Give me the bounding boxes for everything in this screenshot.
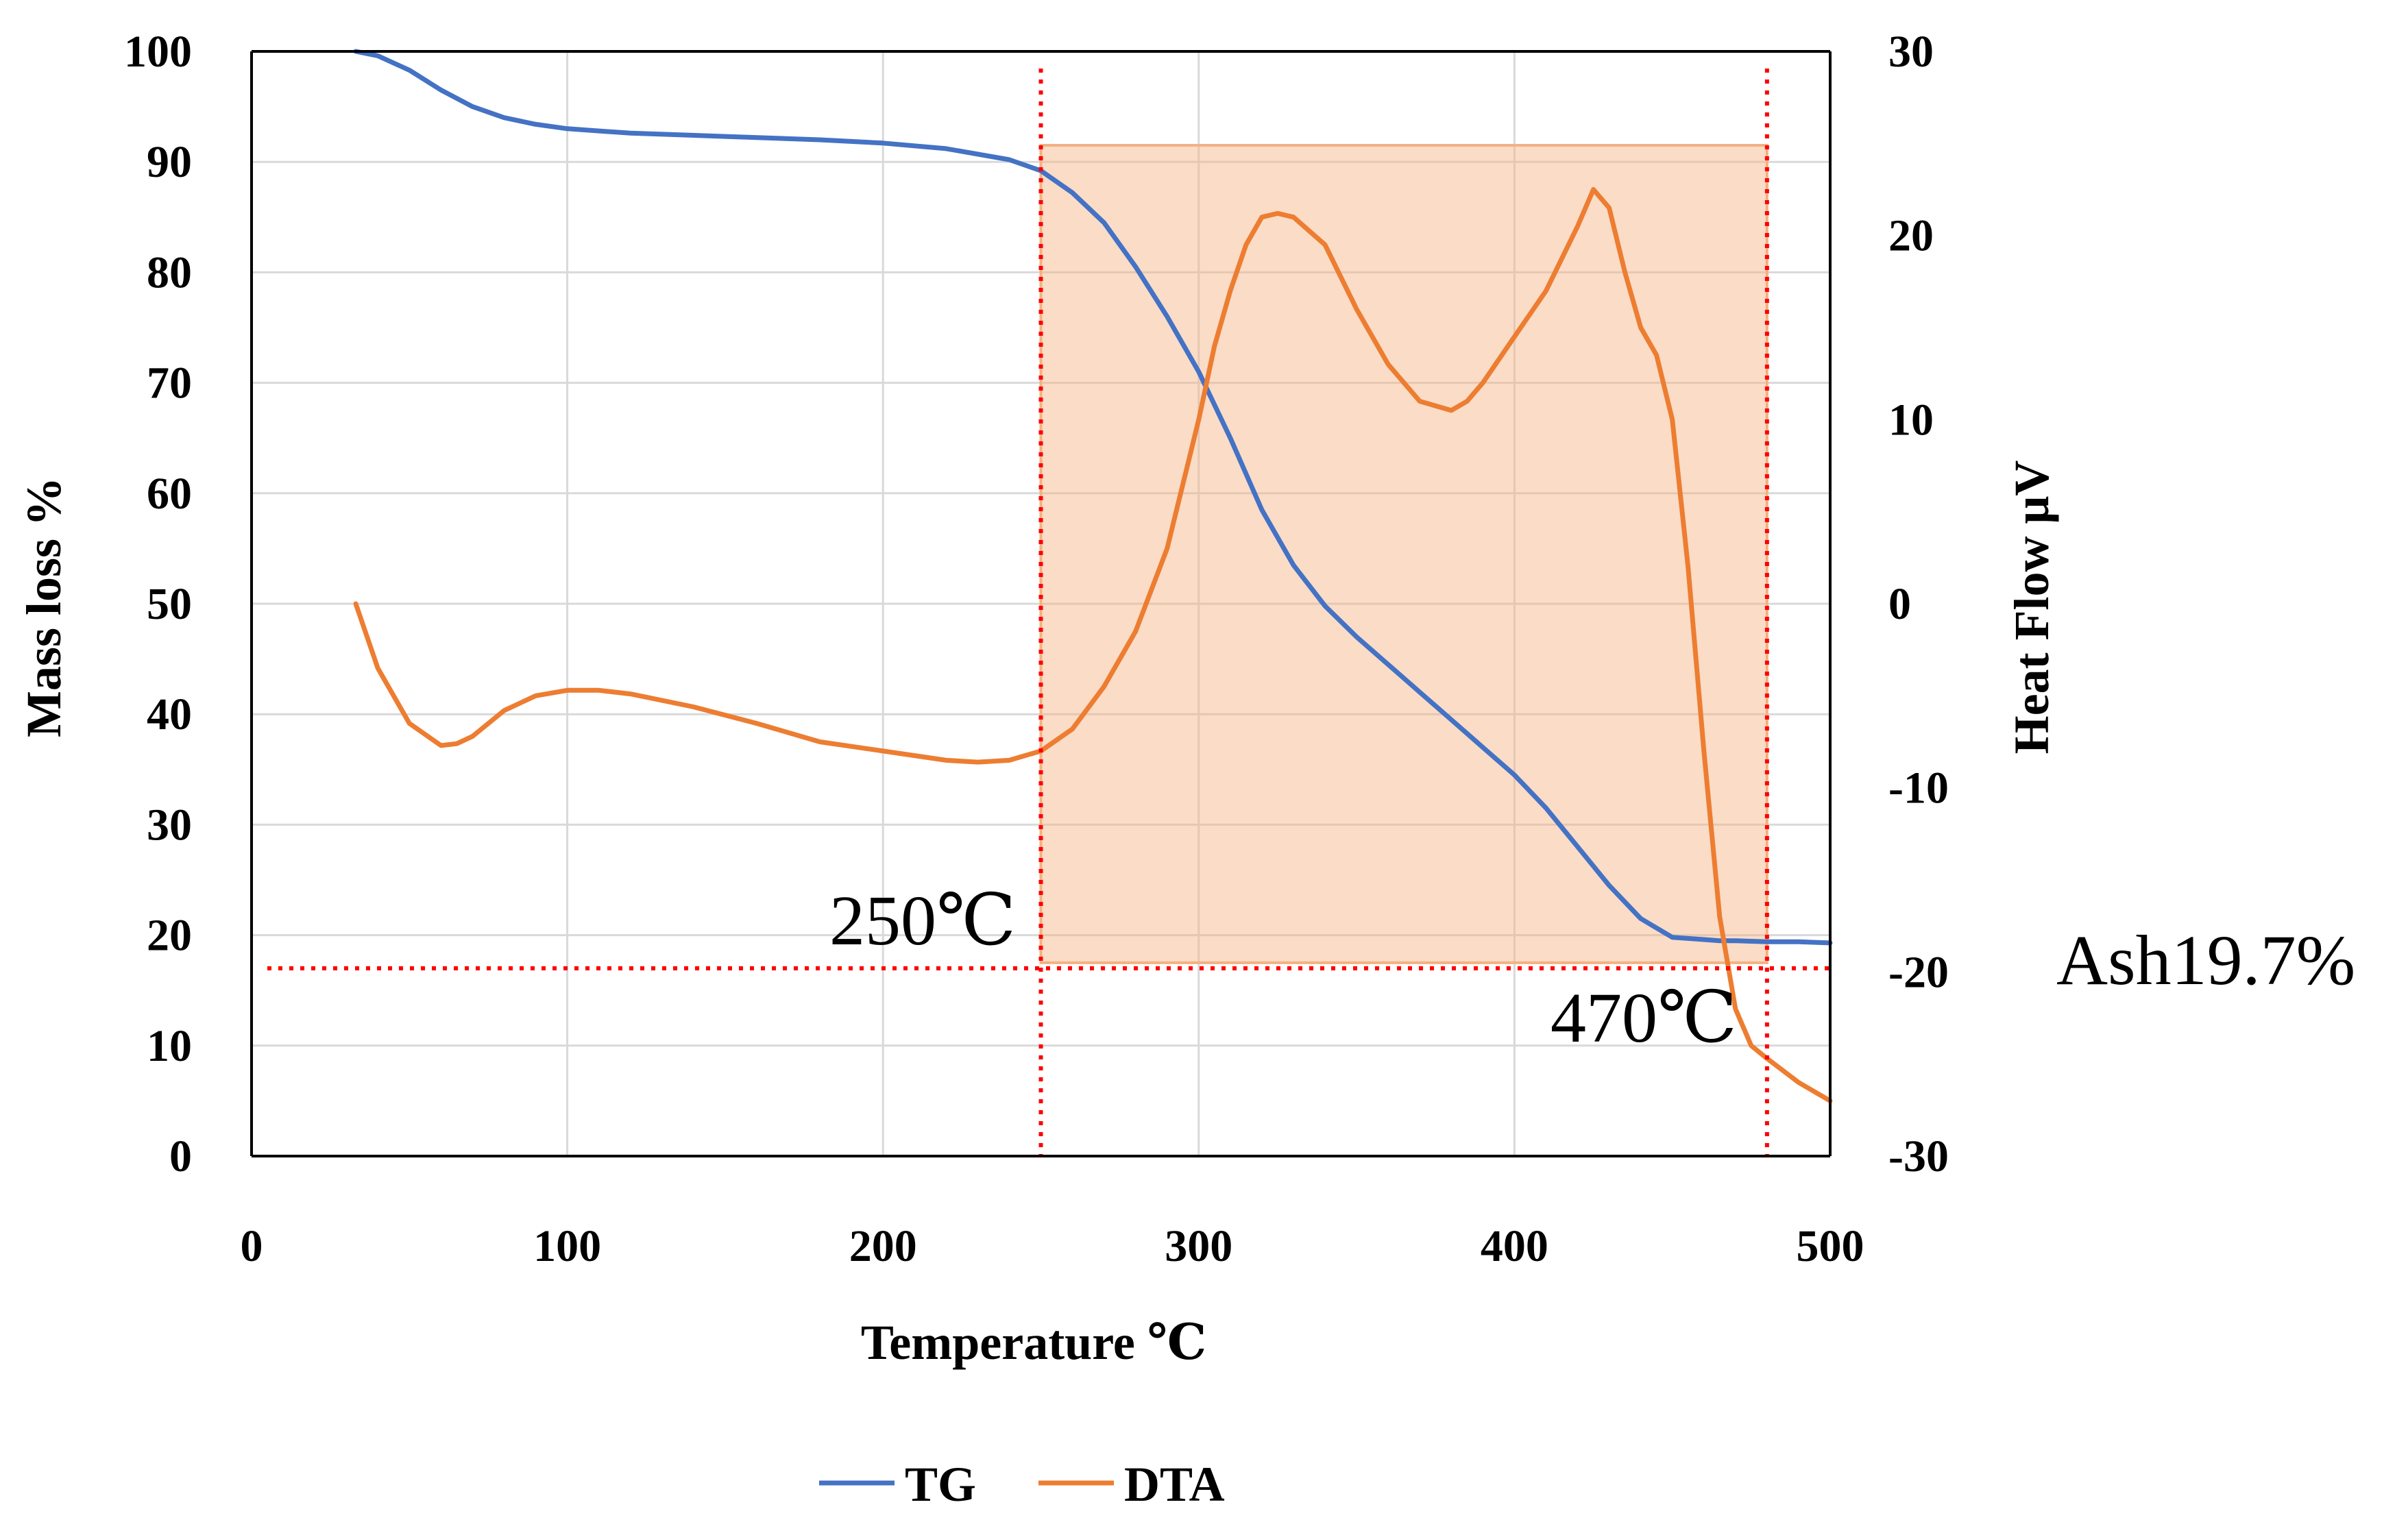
annotation-470c: 470℃ [1550,979,1737,1057]
y-tick-label: 70 [147,358,192,408]
y2-tick-label: -30 [1888,1131,1949,1181]
series-line-tg [353,49,1833,946]
y-tick-label: 0 [169,1131,192,1181]
y-tick-label: 10 [147,1021,192,1071]
x-tick-label: 200 [849,1221,917,1271]
x-tick-label: 400 [1481,1221,1548,1271]
annotation-ash: Ash19.7% [2056,921,2355,1000]
guide-lines-layer [267,69,1830,1156]
y2-axis-title: Heat Flow μV [2004,461,2059,755]
legend-tg-label: TG [905,1457,976,1512]
series-layer [353,49,1833,1103]
legend-dta-label: DTA [1124,1457,1225,1512]
shaded-region-layer [1039,144,1768,964]
x-tick-label: 500 [1797,1221,1864,1271]
y-tick-label: 60 [147,469,192,519]
y2-tick-label: -20 [1888,947,1949,997]
x-tick-label: 0 [241,1221,263,1271]
y-tick-label: 40 [147,689,192,739]
y-tick-label: 90 [147,137,192,187]
x-tick-label: 300 [1165,1221,1232,1271]
y-tick-label: 100 [124,27,192,77]
shaded-region [1039,144,1768,964]
y-tick-label: 30 [147,800,192,850]
axes-layer [250,50,1832,1157]
y2-tick-label: -10 [1888,763,1949,813]
y-tick-label: 80 [147,247,192,297]
y-tick-label: 50 [147,579,192,629]
y2-tick-label: 0 [1888,579,1911,629]
y2-tick-label: 20 [1888,211,1934,261]
x-axis-title: Temperature ℃ [861,1315,1206,1370]
legend: TG DTA [819,1457,1225,1512]
y2-tick-label: 10 [1888,395,1934,445]
series-line-dta [353,187,1833,1103]
tick-labels-layer: 0 100 200 300 400 5000102030405060708090100-3… [124,27,1949,1271]
y-axis-title: Mass loss % [16,477,71,737]
annotation-250c: 250℃ [829,881,1016,960]
x-tick-label: 100 [533,1221,601,1271]
y-tick-label: 20 [147,911,192,961]
y2-tick-label: 30 [1888,27,1934,77]
